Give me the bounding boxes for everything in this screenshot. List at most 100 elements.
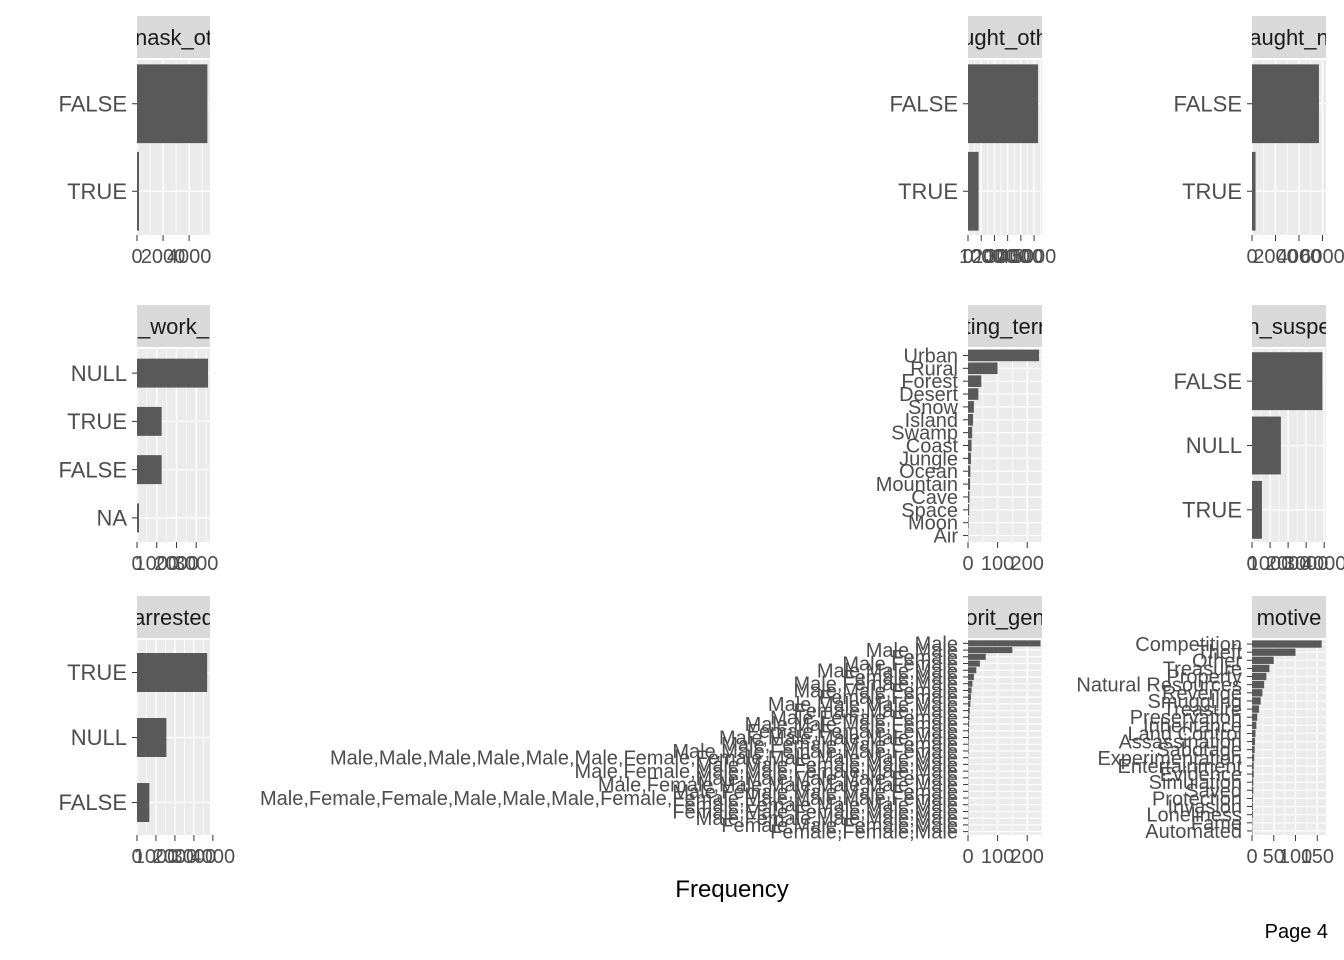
bar bbox=[968, 426, 973, 439]
x-tick-label: 0 bbox=[1246, 553, 1257, 575]
panel-8: motiveCompetitionTheftOtherTreasurePrope… bbox=[1076, 596, 1334, 868]
bar bbox=[1252, 737, 1256, 746]
y-tick-label: Coast bbox=[906, 436, 959, 458]
bar bbox=[968, 647, 1013, 654]
y-tick-label: Male,Female,Male,Male,Female bbox=[672, 781, 958, 803]
x-tick-label: 3000 bbox=[172, 846, 217, 868]
bar bbox=[137, 406, 162, 436]
bar bbox=[968, 640, 1041, 647]
x-tick-label: 0 bbox=[962, 246, 973, 268]
bar bbox=[968, 734, 969, 741]
y-tick-label: Revenge bbox=[1162, 683, 1242, 705]
y-tick-label: FALSE bbox=[59, 91, 127, 116]
y-tick-label: NULL bbox=[71, 725, 127, 750]
bar bbox=[1252, 721, 1257, 729]
bar bbox=[968, 673, 974, 681]
y-tick-label: Male,Female bbox=[842, 654, 958, 676]
y-tick-label: Jungle bbox=[899, 448, 958, 470]
y-tick-label: Theft bbox=[1196, 642, 1242, 664]
y-tick-label: Evidence bbox=[1160, 764, 1242, 786]
bar bbox=[968, 64, 1039, 144]
x-tick-label: 1000 bbox=[959, 246, 1004, 268]
bar bbox=[968, 349, 1040, 362]
x-tick-label: 3000 bbox=[1284, 553, 1329, 575]
y-tick-label: Male,Female,Male bbox=[793, 674, 958, 696]
bar bbox=[1252, 802, 1253, 811]
bar bbox=[968, 516, 969, 529]
y-tick-label: Male,Male,Male,Male,Female bbox=[696, 768, 958, 790]
y-tick-label: FALSE bbox=[59, 457, 127, 482]
bar bbox=[968, 660, 980, 667]
y-tick-label: Competition bbox=[1135, 634, 1242, 656]
bar bbox=[1252, 705, 1259, 713]
y-tick-label: Entertainment bbox=[1117, 756, 1242, 778]
y-tick-label: Property bbox=[1166, 667, 1242, 689]
y-tick-label: Sabotage bbox=[1156, 740, 1242, 762]
bar bbox=[968, 687, 972, 694]
y-tick-label: FALSE bbox=[1174, 91, 1242, 116]
page-number-label: Page 4 bbox=[1264, 921, 1328, 943]
bar bbox=[968, 401, 974, 413]
y-tick-label: TRUE bbox=[67, 660, 127, 685]
facet-strip-title: motive bbox=[1257, 605, 1322, 630]
y-tick-label: Preservation bbox=[1130, 707, 1242, 729]
y-tick-label: Smuggling bbox=[1147, 691, 1242, 713]
facet-strip bbox=[1252, 596, 1326, 638]
bar bbox=[1252, 664, 1270, 673]
y-tick-label: Female,Male,Female,Male,Male bbox=[672, 801, 958, 823]
bar bbox=[1252, 762, 1254, 770]
bar bbox=[968, 727, 969, 734]
y-tick-label: Forest bbox=[901, 371, 958, 393]
y-tick-label: Female,Male,Female,Male bbox=[721, 815, 958, 837]
facet-strip bbox=[968, 16, 1042, 58]
y-tick-label: Moon bbox=[908, 513, 958, 535]
y-tick-label: Natural Resources bbox=[1076, 675, 1242, 697]
y-tick-label: NULL bbox=[1186, 433, 1242, 458]
y-tick-label: TRUE bbox=[898, 179, 958, 204]
bar bbox=[137, 718, 167, 757]
bar bbox=[1252, 746, 1255, 754]
bar bbox=[968, 478, 971, 490]
facet-strip-title: nask_ot bbox=[135, 25, 212, 50]
bar bbox=[968, 707, 970, 714]
bar bbox=[1252, 770, 1254, 778]
y-tick-label: NULL bbox=[71, 361, 127, 386]
bar bbox=[1252, 480, 1262, 539]
bar bbox=[968, 721, 970, 728]
bar bbox=[968, 653, 986, 660]
facet-strip-title: arrested bbox=[133, 605, 214, 630]
y-tick-label: Male,Male bbox=[866, 640, 958, 662]
bar bbox=[968, 741, 969, 748]
x-tick-label: 0 bbox=[131, 246, 142, 268]
y-tick-label: Simulation bbox=[1149, 772, 1242, 794]
y-tick-label: Female,Female,Female bbox=[747, 721, 958, 743]
y-tick-label: Male,Male,Male,Male,Male,Male,Female,Fem… bbox=[330, 748, 958, 770]
x-tick-label: 100 bbox=[981, 846, 1014, 868]
bar bbox=[968, 491, 970, 503]
x-tick-label: 50 bbox=[1263, 846, 1285, 868]
bar bbox=[968, 388, 979, 400]
facet-strip-title: ught_oth bbox=[962, 25, 1048, 50]
bar bbox=[1252, 352, 1323, 411]
y-tick-label: Swamp bbox=[891, 423, 958, 445]
y-tick-label: FALSE bbox=[59, 790, 127, 815]
x-tick-label: 0 bbox=[1246, 246, 1257, 268]
x-tick-label: 3000 bbox=[985, 246, 1030, 268]
bar bbox=[968, 700, 971, 707]
bar bbox=[968, 362, 998, 375]
y-tick-label: Loneliness bbox=[1146, 805, 1242, 827]
y-tick-label: Male,Female,Male,Female bbox=[721, 734, 958, 756]
y-tick-label: FALSE bbox=[1174, 369, 1242, 394]
y-tick-label: Male,Female,Male,Male,Male,Male,Male bbox=[598, 775, 958, 797]
y-tick-label: Male,Male,Female,Male,Male bbox=[696, 754, 958, 776]
bar bbox=[1252, 64, 1319, 144]
x-tick-label: 0 bbox=[131, 846, 142, 868]
bar bbox=[1252, 689, 1263, 697]
x-tick-label: 100 bbox=[981, 553, 1014, 575]
bar bbox=[968, 680, 973, 687]
